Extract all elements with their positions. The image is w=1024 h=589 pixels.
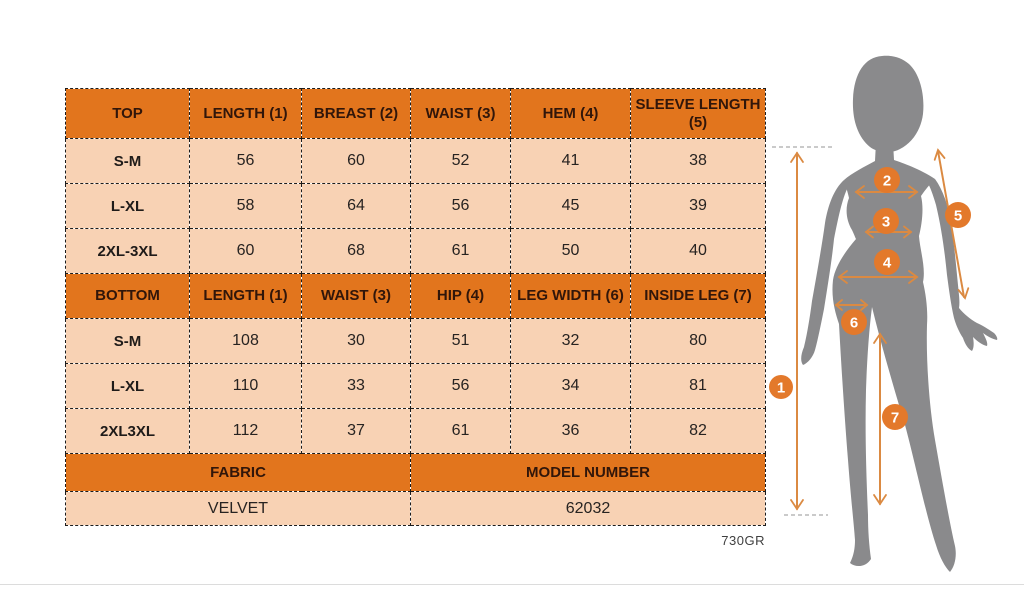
header-cell: LEG WIDTH (6) <box>510 273 631 319</box>
size-label-cell: 2XL3XL <box>65 408 190 454</box>
size-label-cell: 2XL-3XL <box>65 228 190 274</box>
fabric-value-cell: VELVET <box>65 491 411 526</box>
marker-5: 5 <box>945 202 971 228</box>
marker-4-number: 4 <box>883 254 892 271</box>
size-cell: 80 <box>630 318 766 364</box>
table-row: L-XL 58 64 56 45 39 <box>65 183 766 229</box>
size-cell: 41 <box>510 138 631 184</box>
header-cell: SLEEVE LENGTH (5) <box>630 88 766 139</box>
size-cell: 60 <box>189 228 302 274</box>
inside-leg-arrow <box>873 332 887 506</box>
marker-3-number: 3 <box>882 213 890 230</box>
size-cell: 52 <box>410 138 511 184</box>
marker-2-number: 2 <box>883 172 891 189</box>
weight-note: 730GR <box>721 533 765 548</box>
size-cell: 110 <box>189 363 302 409</box>
size-cell: 61 <box>410 408 511 454</box>
size-cell: 33 <box>301 363 411 409</box>
header-cell: WAIST (3) <box>301 273 411 319</box>
marker-6: 6 <box>841 309 867 335</box>
marker-5-number: 5 <box>954 207 962 224</box>
size-cell: 61 <box>410 228 511 274</box>
marker-1-number: 1 <box>777 379 785 396</box>
model-number-header-cell: MODEL NUMBER <box>410 453 766 492</box>
leg-width-arrow <box>834 299 869 311</box>
size-cell: 56 <box>189 138 302 184</box>
bottom-header-row: BOTTOM LENGTH (1) WAIST (3) HIP (4) LEG … <box>65 273 766 319</box>
size-cell: 81 <box>630 363 766 409</box>
measurement-arrows <box>790 148 970 511</box>
header-cell: WAIST (3) <box>410 88 511 139</box>
marker-3: 3 <box>873 208 899 234</box>
size-label-cell: L-XL <box>65 183 190 229</box>
size-cell: 64 <box>301 183 411 229</box>
image-bottom-edge <box>0 584 1024 585</box>
header-cell: BOTTOM <box>65 273 190 319</box>
size-cell: 39 <box>630 183 766 229</box>
table-row: L-XL 110 33 56 34 81 <box>65 363 766 409</box>
size-cell: 40 <box>630 228 766 274</box>
table-row: 2XL3XL 112 37 61 36 82 <box>65 408 766 454</box>
size-cell: 56 <box>410 183 511 229</box>
size-cell: 32 <box>510 318 631 364</box>
size-cell: 50 <box>510 228 631 274</box>
info-header-row: FABRIC MODEL NUMBER <box>65 453 766 492</box>
marker-7: 7 <box>882 404 908 430</box>
size-cell: 58 <box>189 183 302 229</box>
table-row: S-M 56 60 52 41 38 <box>65 138 766 184</box>
size-cell: 37 <box>301 408 411 454</box>
size-cell: 45 <box>510 183 631 229</box>
size-cell: 34 <box>510 363 631 409</box>
marker-1: 1 <box>769 375 793 399</box>
hip-arrow <box>837 270 919 284</box>
model-number-value-cell: 62032 <box>410 491 766 526</box>
marker-7-number: 7 <box>891 409 899 426</box>
size-cell: 51 <box>410 318 511 364</box>
size-cell: 56 <box>410 363 511 409</box>
header-cell: HEM (4) <box>510 88 631 139</box>
woman-silhouette-icon <box>801 55 998 572</box>
header-cell: TOP <box>65 88 190 139</box>
marker-6-number: 6 <box>850 314 858 331</box>
table-row: S-M 108 30 51 32 80 <box>65 318 766 364</box>
size-chart-table: TOP LENGTH (1) BREAST (2) WAIST (3) HEM … <box>65 88 766 526</box>
measurement-figure: 1 2 3 4 5 6 7 <box>769 55 998 572</box>
marker-2: 2 <box>874 167 900 193</box>
info-value-row: VELVET 62032 <box>65 491 766 526</box>
top-header-row: TOP LENGTH (1) BREAST (2) WAIST (3) HEM … <box>65 88 766 139</box>
guide-dashes <box>772 146 832 516</box>
size-cell: 108 <box>189 318 302 364</box>
header-cell: INSIDE LEG (7) <box>630 273 766 319</box>
header-cell: HIP (4) <box>410 273 511 319</box>
measurement-markers: 1 2 3 4 5 6 7 <box>769 167 971 430</box>
header-cell: LENGTH (1) <box>189 273 302 319</box>
table-row: 2XL-3XL 60 68 61 50 40 <box>65 228 766 274</box>
size-cell: 82 <box>630 408 766 454</box>
size-label-cell: L-XL <box>65 363 190 409</box>
marker-4: 4 <box>874 249 900 275</box>
size-label-cell: S-M <box>65 138 190 184</box>
size-cell: 38 <box>630 138 766 184</box>
size-cell: 30 <box>301 318 411 364</box>
size-cell: 60 <box>301 138 411 184</box>
length-arrow <box>790 151 804 511</box>
size-cell: 36 <box>510 408 631 454</box>
header-cell: LENGTH (1) <box>189 88 302 139</box>
size-cell: 112 <box>189 408 302 454</box>
size-cell: 68 <box>301 228 411 274</box>
size-label-cell: S-M <box>65 318 190 364</box>
header-cell: BREAST (2) <box>301 88 411 139</box>
fabric-header-cell: FABRIC <box>65 453 411 492</box>
